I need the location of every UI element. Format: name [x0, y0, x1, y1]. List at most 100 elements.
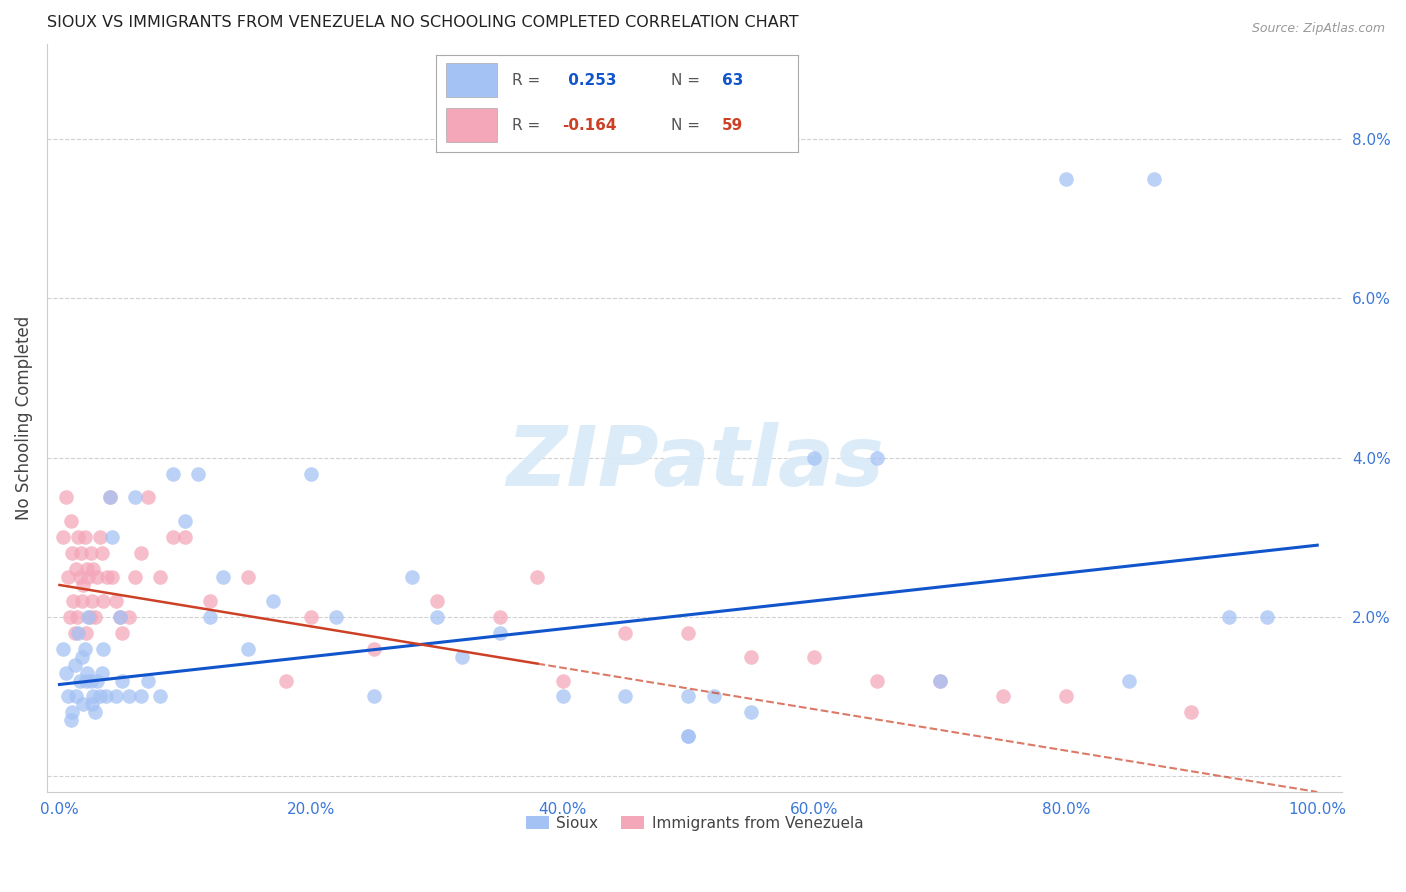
Point: [55, 665, 77, 680]
Point: [111, 625, 134, 640]
Point: [866, 673, 889, 688]
Point: [79, 610, 101, 624]
Point: [94, 690, 117, 704]
Point: [803, 649, 825, 664]
Point: [55, 491, 77, 505]
Point: [991, 690, 1014, 704]
Point: [363, 690, 385, 704]
Point: [866, 450, 889, 465]
Point: [363, 641, 385, 656]
Point: [82, 562, 104, 576]
Point: [91, 546, 114, 560]
Point: [1054, 690, 1077, 704]
Point: [77, 570, 100, 584]
Point: [299, 467, 322, 481]
Point: [62, 594, 84, 608]
Point: [86, 570, 108, 584]
Point: [70, 546, 93, 560]
Point: [614, 625, 637, 640]
Point: [678, 625, 700, 640]
Point: [488, 610, 510, 624]
Point: [678, 690, 700, 704]
Point: [73, 641, 96, 656]
Point: [187, 467, 209, 481]
Point: [67, 625, 90, 640]
Point: [174, 514, 197, 528]
Point: [200, 610, 222, 624]
Point: [89, 530, 111, 544]
Point: [77, 610, 100, 624]
Point: [108, 610, 131, 624]
Point: [69, 673, 91, 688]
Point: [149, 570, 172, 584]
Point: [614, 690, 637, 704]
Point: [488, 625, 510, 640]
Point: [526, 570, 548, 584]
Point: [136, 673, 159, 688]
Point: [76, 665, 98, 680]
Point: [63, 657, 86, 672]
Point: [108, 610, 131, 624]
Point: [325, 610, 347, 624]
Point: [1143, 172, 1166, 186]
Point: [124, 491, 146, 505]
Text: Source: ZipAtlas.com: Source: ZipAtlas.com: [1251, 22, 1385, 36]
Point: [82, 690, 104, 704]
Point: [83, 706, 105, 720]
Point: [678, 729, 700, 743]
Point: [66, 610, 89, 624]
Point: [72, 578, 94, 592]
Point: [451, 649, 474, 664]
Point: [803, 450, 825, 465]
Point: [76, 562, 98, 576]
Point: [929, 673, 952, 688]
Point: [72, 698, 94, 712]
Point: [236, 570, 259, 584]
Point: [117, 610, 139, 624]
Point: [426, 610, 449, 624]
Point: [1054, 172, 1077, 186]
Point: [105, 690, 128, 704]
Point: [111, 673, 134, 688]
Point: [136, 491, 159, 505]
Point: [59, 514, 82, 528]
Point: [1218, 610, 1240, 624]
Point: [80, 673, 103, 688]
Point: [101, 570, 124, 584]
Point: [124, 570, 146, 584]
Point: [80, 546, 103, 560]
Legend: Sioux, Immigrants from Venezuela: Sioux, Immigrants from Venezuela: [520, 809, 869, 837]
Point: [299, 610, 322, 624]
Point: [52, 641, 75, 656]
Point: [65, 562, 87, 576]
Y-axis label: No Schooling Completed: No Schooling Completed: [15, 316, 32, 520]
Point: [274, 673, 297, 688]
Point: [162, 530, 184, 544]
Point: [86, 673, 108, 688]
Point: [212, 570, 235, 584]
Point: [678, 729, 700, 743]
Point: [236, 641, 259, 656]
Point: [101, 530, 124, 544]
Point: [740, 649, 762, 664]
Point: [83, 610, 105, 624]
Point: [75, 673, 97, 688]
Point: [105, 594, 128, 608]
Point: [401, 570, 423, 584]
Point: [52, 530, 75, 544]
Point: [129, 546, 152, 560]
Point: [129, 690, 152, 704]
Point: [174, 530, 197, 544]
Point: [262, 594, 284, 608]
Point: [58, 570, 80, 584]
Point: [702, 690, 724, 704]
Point: [93, 594, 115, 608]
Point: [73, 530, 96, 544]
Point: [89, 690, 111, 704]
Text: ZIPatlas: ZIPatlas: [506, 422, 883, 503]
Point: [63, 625, 86, 640]
Point: [70, 594, 93, 608]
Point: [162, 467, 184, 481]
Point: [96, 570, 118, 584]
Text: SIOUX VS IMMIGRANTS FROM VENEZUELA NO SCHOOLING COMPLETED CORRELATION CHART: SIOUX VS IMMIGRANTS FROM VENEZUELA NO SC…: [46, 15, 799, 30]
